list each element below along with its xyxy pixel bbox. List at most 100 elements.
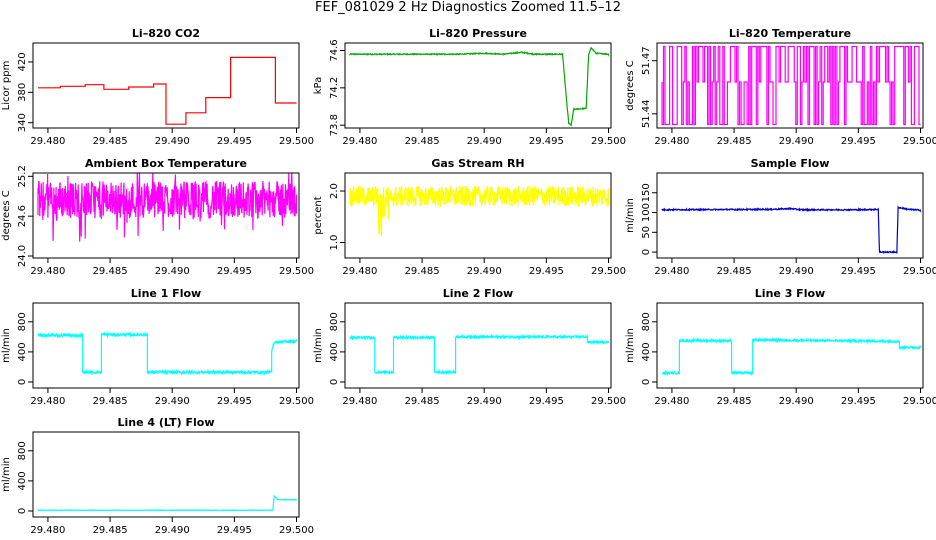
line4-flow-xtick-label: 29.495	[217, 525, 252, 536]
line3-flow-xtick-label: 29.480	[654, 396, 689, 407]
pressure-plot-frame	[344, 42, 612, 129]
licor-temp-xtick-label: 29.495	[841, 136, 876, 147]
pressure-ytick-label: 73.8	[329, 114, 340, 136]
licor-temp-series-line	[661, 45, 921, 126]
licor-temp-xtick-label: 29.500	[903, 136, 936, 147]
ambient-temp-xtick-label: 29.480	[30, 266, 65, 277]
pressure-ylabel: kPa	[313, 77, 324, 95]
line2-flow-ytick-label: 800	[329, 312, 340, 331]
rh-xtick-label: 29.485	[405, 266, 440, 277]
rh-xtick-label: 29.495	[529, 266, 564, 277]
line1-flow-ytick-label: 0	[17, 379, 28, 385]
rh-plot-frame	[344, 172, 612, 259]
line3-flow-ytick-label: 0	[641, 379, 652, 385]
line2-flow-ytick-label: 400	[329, 342, 340, 361]
line1-flow-title: Line 1 Flow	[131, 287, 201, 300]
line1-flow-ytick-label: 800	[17, 312, 28, 331]
line1-flow-xtick-label: 29.480	[30, 396, 65, 407]
line1-flow-ytick-label: 400	[17, 342, 28, 361]
pressure-panel: Li–820 Pressure 29.480 29.485 29.490 29.495 2…	[313, 27, 626, 147]
co2-ytick-label: 340	[17, 113, 28, 132]
sample-flow-ylabel: ml/min	[625, 198, 636, 233]
line1-flow-plot-frame	[32, 302, 300, 389]
pressure-ytick-label: 74.2	[329, 77, 340, 99]
line1-flow-xtick-label: 29.495	[217, 396, 252, 407]
rh-series-line	[349, 185, 610, 236]
line2-flow-xtick-label: 29.480	[342, 396, 377, 407]
line4-flow-ytick-label: 800	[17, 441, 28, 460]
figure-title: FEF_081029 2 Hz Diagnostics Zoomed 11.5–…	[315, 0, 621, 15]
ambient-temp-xtick-label: 29.500	[279, 266, 314, 277]
line4-flow-xtick-label: 29.485	[93, 525, 128, 536]
sample-flow-ytick-label: 100	[641, 203, 652, 222]
line3-flow-title: Line 3 Flow	[755, 287, 825, 300]
co2-series-line	[38, 56, 297, 125]
co2-ytick-label: 380	[17, 83, 28, 102]
rh-xtick-label: 29.500	[591, 266, 626, 277]
line4-flow-ytick-label: 400	[17, 471, 28, 490]
pressure-xtick-label: 29.490	[467, 136, 502, 147]
ambient-temp-series-line	[37, 173, 298, 242]
line4-flow-xtick-label: 29.490	[155, 525, 190, 536]
line4-flow-ylabel: ml/min	[1, 457, 12, 492]
sample-flow-panel: Sample Flow 29.480 29.485 29.490 29.495 29.50…	[625, 157, 936, 277]
pressure-ytick-label: 74.6	[329, 39, 340, 61]
line4-flow-ytick-label: 0	[17, 508, 28, 514]
sample-flow-ytick-label: 150	[641, 183, 652, 202]
pressure-xtick-label: 29.495	[529, 136, 564, 147]
line4-flow-plot-frame	[32, 431, 300, 518]
licor-temp-xtick-label: 29.490	[779, 136, 814, 147]
rh-xtick-label: 29.490	[467, 266, 502, 277]
sample-flow-xtick-label: 29.480	[654, 266, 689, 277]
ambient-temp-ytick-label: 24.6	[17, 205, 28, 227]
co2-xtick-label: 29.495	[217, 136, 252, 147]
ambient-temp-ytick-label: 24.0	[17, 245, 28, 267]
sample-flow-plot-frame	[656, 172, 924, 259]
line3-flow-xtick-label: 29.485	[717, 396, 752, 407]
licor-temp-xtick-label: 29.485	[717, 136, 752, 147]
line2-flow-xtick-label: 29.500	[591, 396, 626, 407]
sample-flow-xtick-label: 29.485	[717, 266, 752, 277]
rh-ytick-label: 2.0	[329, 183, 340, 199]
pressure-xtick-label: 29.485	[405, 136, 440, 147]
ambient-temp-plot-frame	[32, 172, 300, 259]
line2-flow-xtick-label: 29.485	[405, 396, 440, 407]
ambient-temp-panel: Ambient Box Temperature 29.480 29.485 29.49…	[1, 157, 314, 277]
line4-flow-title: Line 4 (LT) Flow	[118, 416, 215, 429]
line2-flow-title: Line 2 Flow	[443, 287, 513, 300]
rh-xtick-label: 29.480	[342, 266, 377, 277]
line2-flow-ylabel: ml/min	[313, 328, 324, 363]
co2-panel: Li–820 CO2 29.480 29.485 29.490 29.495 29.500…	[1, 27, 314, 147]
line1-flow-panel: Line 1 Flow 29.480 29.485 29.490 29.495 29.50…	[1, 287, 314, 407]
line3-flow-series-line	[661, 336, 922, 377]
line3-flow-xtick-label: 29.490	[779, 396, 814, 407]
licor-temp-plot-frame	[656, 42, 924, 129]
line3-flow-xtick-label: 29.500	[903, 396, 936, 407]
licor-temp-title: Li–820 Temperature	[729, 27, 851, 40]
rh-panel: Gas Stream RH 29.480 29.485 29.490 29.495 29.…	[313, 157, 626, 277]
sample-flow-ytick-label: 50	[641, 226, 652, 239]
co2-xtick-label: 29.485	[93, 136, 128, 147]
ambient-temp-xtick-label: 29.495	[217, 266, 252, 277]
co2-xtick-label: 29.500	[279, 136, 314, 147]
pressure-title: Li–820 Pressure	[429, 27, 527, 40]
line3-flow-ylabel: ml/min	[625, 328, 636, 363]
line2-flow-plot-frame	[344, 302, 612, 389]
ambient-temp-ytick-label: 25.2	[17, 165, 28, 187]
sample-flow-xtick-label: 29.490	[779, 266, 814, 277]
line4-flow-xtick-label: 29.480	[30, 525, 65, 536]
line3-flow-ytick-label: 400	[641, 342, 652, 361]
licor-temp-ytick-label: 51.44	[641, 100, 652, 129]
co2-xtick-label: 29.480	[30, 136, 65, 147]
licor-temp-ylabel: degrees C	[625, 60, 636, 110]
sample-flow-series-line	[661, 205, 922, 255]
co2-plot-frame	[32, 42, 300, 129]
line2-flow-xtick-label: 29.490	[467, 396, 502, 407]
licor-temp-panel: Li–820 Temperature 29.480 29.485 29.490 29.4…	[625, 27, 936, 147]
pressure-xtick-label: 29.500	[591, 136, 626, 147]
line1-flow-xtick-label: 29.485	[93, 396, 128, 407]
ambient-temp-xtick-label: 29.485	[93, 266, 128, 277]
co2-ytick-label: 420	[17, 52, 28, 71]
line2-flow-panel: Line 2 Flow 29.480 29.485 29.490 29.495 29.50…	[313, 287, 626, 407]
